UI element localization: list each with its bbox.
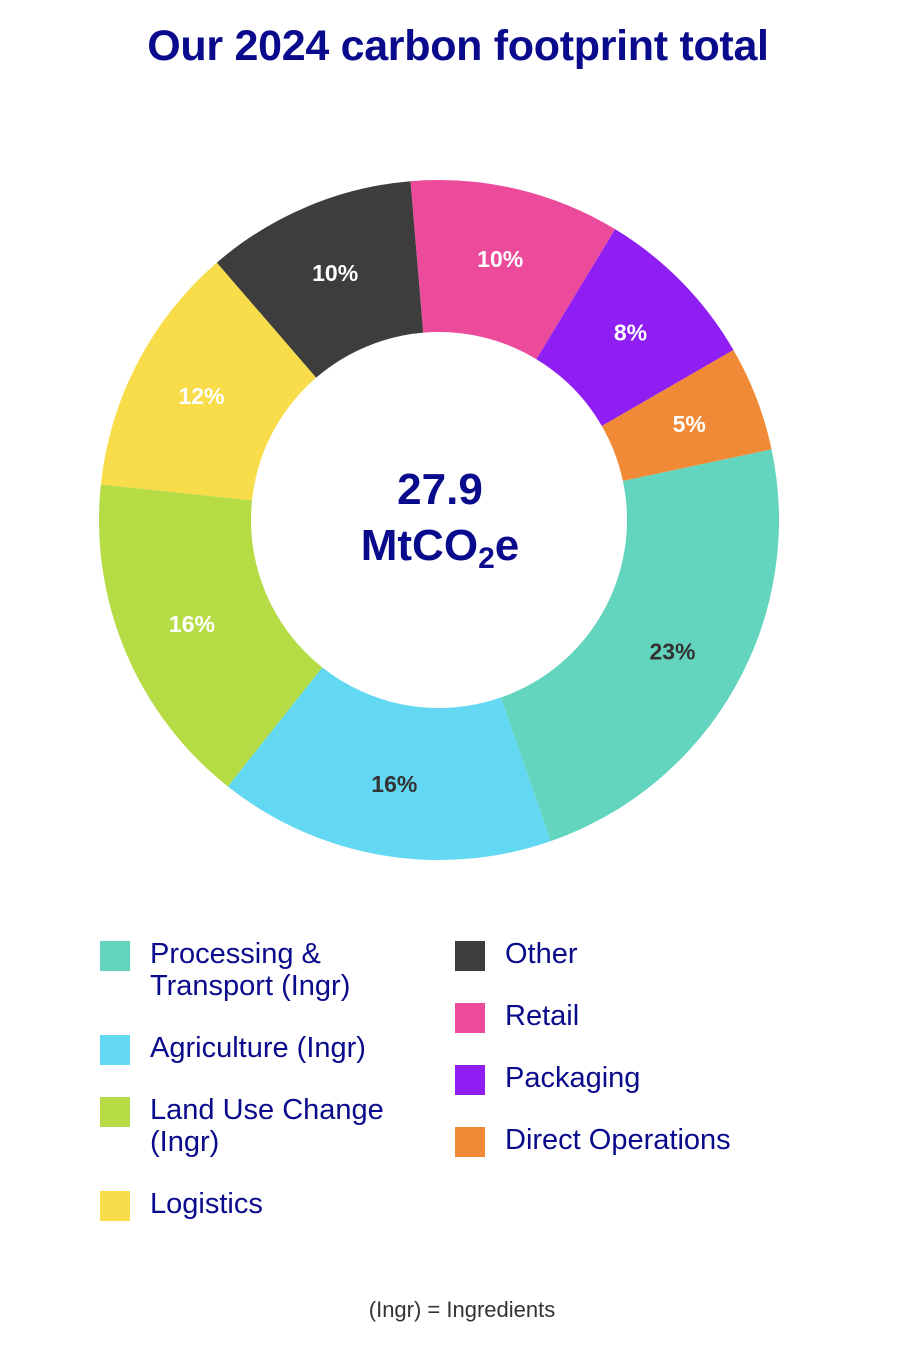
slice-percent-label: 8% <box>614 319 647 345</box>
slice-percent-label: 5% <box>673 411 706 437</box>
donut-chart: 23% 16% 16% 12% 10% 10% 8% 5% <box>98 180 779 860</box>
legend-left-column: Processing & Transport (Ingr) Agricultur… <box>100 938 430 1250</box>
yellow-square-icon <box>100 1191 130 1221</box>
donut-slice <box>601 350 772 481</box>
legend-label: Packaging <box>505 1062 641 1094</box>
legend-label-line2: (Ingr) <box>150 1126 220 1158</box>
legend-label: Logistics <box>150 1188 263 1220</box>
teal-square-icon <box>100 941 130 971</box>
chart-title: Our 2024 carbon footprint total <box>147 22 769 70</box>
legend-label: Land Use Change <box>150 1094 384 1126</box>
dark-gray-square-icon <box>455 941 485 971</box>
donut-slice <box>98 484 323 787</box>
slice-percent-label: 23% <box>649 639 695 665</box>
slice-percent-label: 10% <box>477 246 523 272</box>
total-value: 27.9 <box>397 465 483 514</box>
slice-percent-label: 16% <box>169 611 215 637</box>
legend-label: Retail <box>505 1000 580 1032</box>
slice-percent-label: 16% <box>371 771 417 797</box>
purple-square-icon <box>455 1065 485 1095</box>
total-unit: MtCO2e <box>300 520 580 575</box>
legend-item-direct-operations: Direct Operations <box>455 1124 855 1157</box>
donut-slices <box>98 180 779 860</box>
donut-slice <box>500 449 779 842</box>
legend-item-other: Other <box>455 938 855 971</box>
unit-prefix: MtCO <box>360 521 479 570</box>
donut-slice <box>410 180 616 360</box>
orange-square-icon <box>455 1127 485 1157</box>
legend-item-land-use-change: Land Use Change (Ingr) <box>100 1094 430 1158</box>
unit-suffix: e <box>494 521 520 570</box>
legend-item-logistics: Logistics <box>100 1188 430 1221</box>
footnote: (Ingr) = Ingredients <box>368 1297 556 1322</box>
donut-labels: 23% 16% 16% 12% 10% 10% 8% 5% <box>169 246 706 797</box>
legend-label: Direct Operations <box>505 1124 731 1156</box>
legend-item-processing-transport: Processing & Transport (Ingr) <box>100 938 430 1002</box>
legend-item-retail: Retail <box>455 1000 855 1033</box>
lime-square-icon <box>100 1097 130 1127</box>
legend-label: Agriculture (Ingr) <box>150 1032 366 1064</box>
legend-label: Other <box>505 938 578 970</box>
donut-slice <box>100 262 317 501</box>
legend-label-line2: Transport (Ingr) <box>150 970 351 1002</box>
donut-slice <box>227 667 551 860</box>
slice-percent-label: 10% <box>312 260 358 286</box>
legend-label: Processing & <box>150 938 321 970</box>
legend-item-agriculture: Agriculture (Ingr) <box>100 1032 430 1065</box>
donut-slice <box>536 229 734 426</box>
slice-percent-label: 12% <box>178 383 224 409</box>
unit-subscript: 2 <box>478 542 495 575</box>
donut-slice <box>216 181 424 378</box>
legend-right-column: Other Retail Packaging Direct Operations <box>455 938 855 1186</box>
legend-item-packaging: Packaging <box>455 1062 855 1095</box>
pink-square-icon <box>455 1003 485 1033</box>
cyan-square-icon <box>100 1035 130 1065</box>
